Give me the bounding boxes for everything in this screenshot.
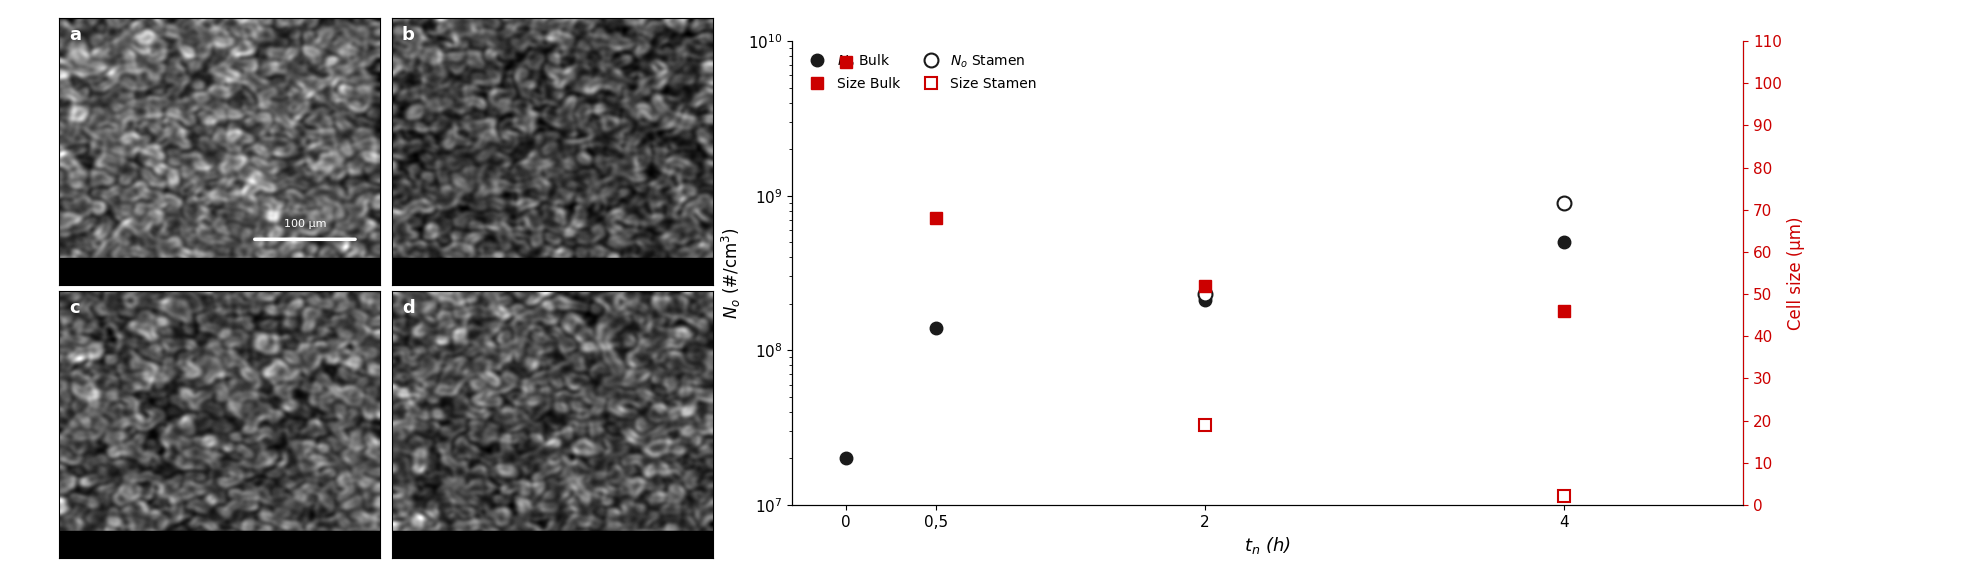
Y-axis label: $N_o$ (#/cm$^3$): $N_o$ (#/cm$^3$) [719, 227, 742, 319]
Text: a: a [69, 26, 81, 43]
Text: b: b [402, 26, 414, 43]
Bar [392, 258, 713, 285]
Legend: $N_o$ Bulk, Size Bulk, $N_o$ Stamen, Size Stamen: $N_o$ Bulk, Size Bulk, $N_o$ Stamen, Siz… [800, 48, 1040, 95]
Text: d: d [402, 299, 414, 316]
Bar [59, 531, 380, 558]
Bar [392, 531, 713, 558]
Bar [59, 258, 380, 285]
X-axis label: $t_n$ (h): $t_n$ (h) [1243, 535, 1291, 556]
Text: 100 μm: 100 μm [283, 218, 327, 228]
Y-axis label: Cell size (μm): Cell size (μm) [1786, 216, 1804, 330]
Text: c: c [69, 299, 79, 316]
